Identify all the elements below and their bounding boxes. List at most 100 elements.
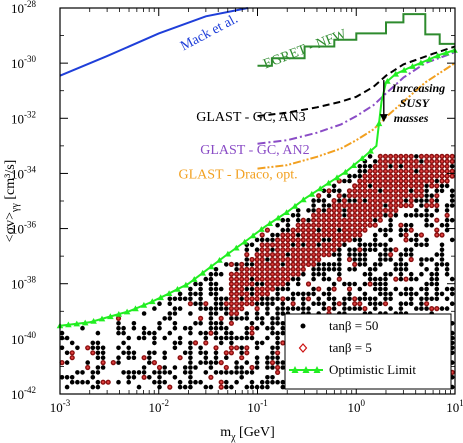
scatter-point-tanb50 <box>69 375 75 380</box>
scatter-point-tanb50 <box>259 321 265 326</box>
scatter-point-tanb50 <box>378 276 383 282</box>
scatter-point-tanb50 <box>141 330 147 336</box>
scatter-point-tanb50 <box>434 198 440 203</box>
optimistic-limit-marker <box>224 250 232 257</box>
scatter-point-tanb50 <box>126 350 131 356</box>
scatter-point-tanb50 <box>265 379 270 385</box>
scatter-point-tanb5-core <box>445 214 449 217</box>
scatter-point-tanb5-core <box>379 170 382 173</box>
scatter-point-tanb50 <box>270 355 275 361</box>
scatter-point-tanb50 <box>244 286 250 292</box>
scatter-point-tanb50 <box>321 301 327 307</box>
scatter-point-tanb50 <box>280 311 286 316</box>
scatter-point-tanb50 <box>414 213 419 218</box>
scatter-point-tanb5-core <box>430 179 433 183</box>
scatter-point-tanb50 <box>203 355 209 361</box>
scatter-point-tanb5-core <box>368 204 372 207</box>
scatter-point-tanb50 <box>311 276 316 282</box>
scatter-point-tanb50 <box>378 286 383 292</box>
scatter-point-tanb5-core <box>178 356 182 359</box>
scatter-point-tanb50 <box>378 301 383 307</box>
scatter-point-tanb50 <box>213 281 219 287</box>
scatter-point-tanb50 <box>172 375 178 380</box>
scatter-point-tanb50 <box>285 252 291 257</box>
scatter-point-tanb50 <box>398 232 404 238</box>
scatter-point-tanb5-core <box>358 214 361 217</box>
scatter-point-tanb50 <box>162 350 167 356</box>
scatter-point-tanb50 <box>254 311 260 316</box>
scatter-point-tanb50 <box>362 271 368 277</box>
scatter-point-tanb50 <box>218 321 224 326</box>
scatter-point-tanb50 <box>331 267 337 272</box>
optimistic-limit-marker <box>115 311 123 317</box>
scatter-point-tanb50 <box>198 296 203 302</box>
scatter-point-tanb5-core <box>225 302 228 305</box>
scatter-point-tanb50 <box>275 321 280 326</box>
scatter-point-tanb5-core <box>445 165 449 168</box>
scatter-point-tanb50 <box>198 306 203 311</box>
scatter-point-tanb50 <box>444 306 450 311</box>
optimistic-limit-marker <box>199 269 206 276</box>
scatter-point-tanb50 <box>378 242 383 248</box>
scatter-point-tanb50 <box>188 286 193 292</box>
scatter-point-tanb50 <box>213 311 219 316</box>
scatter-point-tanb50 <box>439 247 445 252</box>
scatter-point-tanb50 <box>116 325 121 331</box>
scatter-point-tanb5-core <box>266 228 269 232</box>
scatter-point-tanb50 <box>131 321 137 326</box>
optimistic-limit-marker <box>191 276 198 282</box>
scatter-point-tanb5-core <box>394 165 397 168</box>
scatter-point-tanb50 <box>275 340 280 346</box>
scatter-point-tanb5-core <box>343 204 346 207</box>
scatter-point-tanb50 <box>85 379 90 385</box>
scatter-point-tanb50 <box>213 291 219 297</box>
scatter-point-tanb50 <box>162 379 167 385</box>
scatter-point-tanb50 <box>188 375 193 380</box>
scatter-point-tanb5-core <box>245 268 248 271</box>
scatter-point-tanb50 <box>182 384 188 390</box>
scatter-point-tanb50 <box>347 291 352 297</box>
scatter-point-tanb50 <box>157 370 162 375</box>
scatter-point-tanb50 <box>270 345 275 351</box>
scatter-point-tanb50 <box>131 375 137 380</box>
scatter-point-tanb5-core <box>451 174 454 178</box>
optimistic-limit-marker <box>308 190 316 197</box>
scatter-point-tanb50 <box>424 183 429 189</box>
scatter-point-tanb5-core <box>327 228 331 232</box>
scatter-point-tanb50 <box>229 384 234 390</box>
scatter-point-tanb5-core <box>245 273 248 276</box>
scatter-point-tanb5-core <box>240 356 243 359</box>
scatter-point-tanb50 <box>239 345 244 351</box>
scatter-point-tanb50 <box>388 271 393 277</box>
scatter-point-tanb50 <box>95 350 101 356</box>
scatter-point-tanb5-core <box>384 174 387 178</box>
scatter-point-tanb50 <box>367 247 373 252</box>
scatter-point-tanb50 <box>367 301 373 307</box>
scatter-point-tanb50 <box>147 355 152 361</box>
scatter-point-tanb50 <box>275 330 280 336</box>
scatter-point-tanb50 <box>372 242 378 248</box>
scatter-point-tanb50 <box>311 291 316 297</box>
scatter-point-tanb50 <box>213 301 219 307</box>
scatter-point-tanb5-core <box>230 277 233 281</box>
scatter-point-tanb50 <box>249 384 255 390</box>
scatter-point-tanb5-core <box>266 287 269 291</box>
scatter-point-tanb5-core <box>420 165 423 168</box>
scatter-point-tanb50 <box>352 257 358 262</box>
scatter-point-tanb50 <box>321 271 327 277</box>
scatter-point-tanb50 <box>239 316 244 321</box>
scatter-point-tanb50 <box>311 286 316 292</box>
scatter-point-tanb5-core <box>410 160 413 163</box>
scatter-point-tanb50 <box>342 213 347 218</box>
scatter-point-tanb5-core <box>440 179 444 183</box>
scatter-point-tanb5-core <box>142 356 146 359</box>
scatter-point-tanb50 <box>69 379 75 385</box>
scatter-point-tanb5-core <box>101 361 105 364</box>
scatter-point-tanb50 <box>429 276 435 282</box>
scatter-point-tanb50 <box>408 222 414 228</box>
scatter-point-tanb5-core <box>245 282 248 286</box>
scatter-point-tanb50 <box>203 335 209 341</box>
scatter-point-tanb5-core <box>276 351 279 354</box>
scatter-point-tanb50 <box>121 325 126 331</box>
scatter-point-tanb50 <box>234 316 239 321</box>
